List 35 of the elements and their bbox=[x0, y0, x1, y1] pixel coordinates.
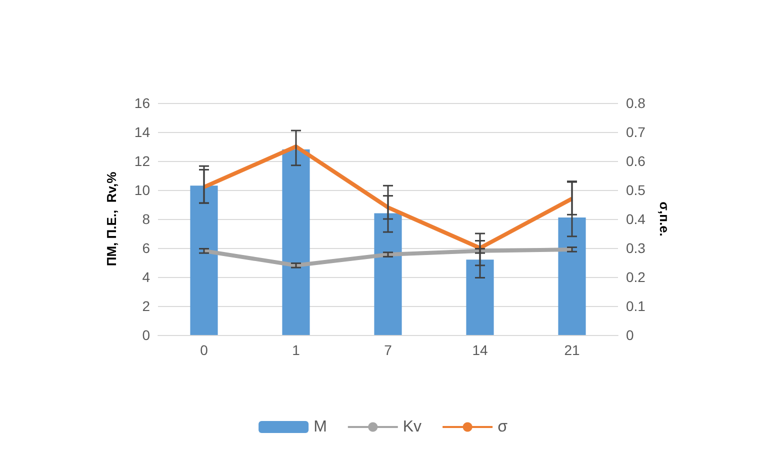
y-tick-label: 10 bbox=[134, 182, 150, 198]
y-tick-label: 14 bbox=[134, 124, 150, 140]
y2-tick-label: 0.7 bbox=[626, 124, 646, 140]
y2-tick-label: 0.1 bbox=[626, 298, 646, 314]
y2-tick-label: 0.3 bbox=[626, 240, 646, 256]
line-series bbox=[202, 144, 574, 250]
y2-tick-label: 0.8 bbox=[626, 95, 646, 111]
line-series bbox=[202, 247, 574, 268]
bar bbox=[282, 149, 310, 335]
x-tick-label: 14 bbox=[472, 342, 488, 358]
y2-tick-label: 0.5 bbox=[626, 182, 646, 198]
bar bbox=[374, 213, 402, 335]
y-tick-label: 16 bbox=[134, 95, 150, 111]
bar bbox=[190, 186, 218, 335]
legend-label: σ bbox=[498, 418, 508, 436]
y-tick-label: 4 bbox=[142, 269, 150, 285]
y2-tick-label: 0.6 bbox=[626, 153, 646, 169]
y2-tick-label: 0 bbox=[626, 327, 634, 343]
x-tick-label: 0 bbox=[200, 342, 208, 358]
y-axis-title: ПМ, П.Е., Rv,% bbox=[104, 171, 119, 266]
y2-axis-title: σ,п.е. bbox=[657, 202, 672, 236]
legend-label: Kv bbox=[402, 418, 422, 436]
bar bbox=[558, 218, 586, 335]
y-tick-label: 0 bbox=[142, 327, 150, 343]
y2-tick-label: 0.4 bbox=[626, 211, 646, 227]
y-tick-label: 8 bbox=[142, 211, 150, 227]
x-tick-label: 7 bbox=[384, 342, 392, 358]
x-tick-label: 1 bbox=[292, 342, 300, 358]
y-tick-label: 12 bbox=[134, 153, 150, 169]
bar bbox=[466, 260, 494, 335]
x-tick-label: 21 bbox=[564, 342, 580, 358]
legend-label: M bbox=[314, 418, 327, 436]
y-tick-label: 2 bbox=[142, 298, 150, 314]
y-tick-label: 6 bbox=[142, 240, 150, 256]
y2-tick-label: 0.2 bbox=[626, 269, 646, 285]
